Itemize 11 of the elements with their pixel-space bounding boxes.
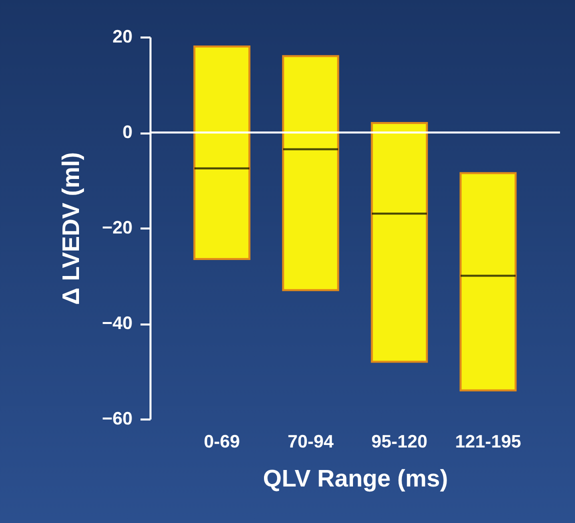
y-tick-label: −40 <box>102 313 132 333</box>
y-tick-label: −20 <box>102 218 132 238</box>
x-axis-title: QLV Range (ms) <box>263 466 448 492</box>
x-tick-label: 70-94 <box>288 432 334 452</box>
x-tick-label: 0-69 <box>204 432 240 452</box>
y-axis-title: Δ LVEDV (ml) <box>58 152 85 305</box>
y-tick-label: −60 <box>102 408 132 428</box>
y-tick-label: 0 <box>122 122 132 142</box>
y-tick-label: 20 <box>112 26 132 46</box>
x-tick-label: 95-120 <box>371 432 428 452</box>
x-tick-label: 121-195 <box>455 432 522 452</box>
